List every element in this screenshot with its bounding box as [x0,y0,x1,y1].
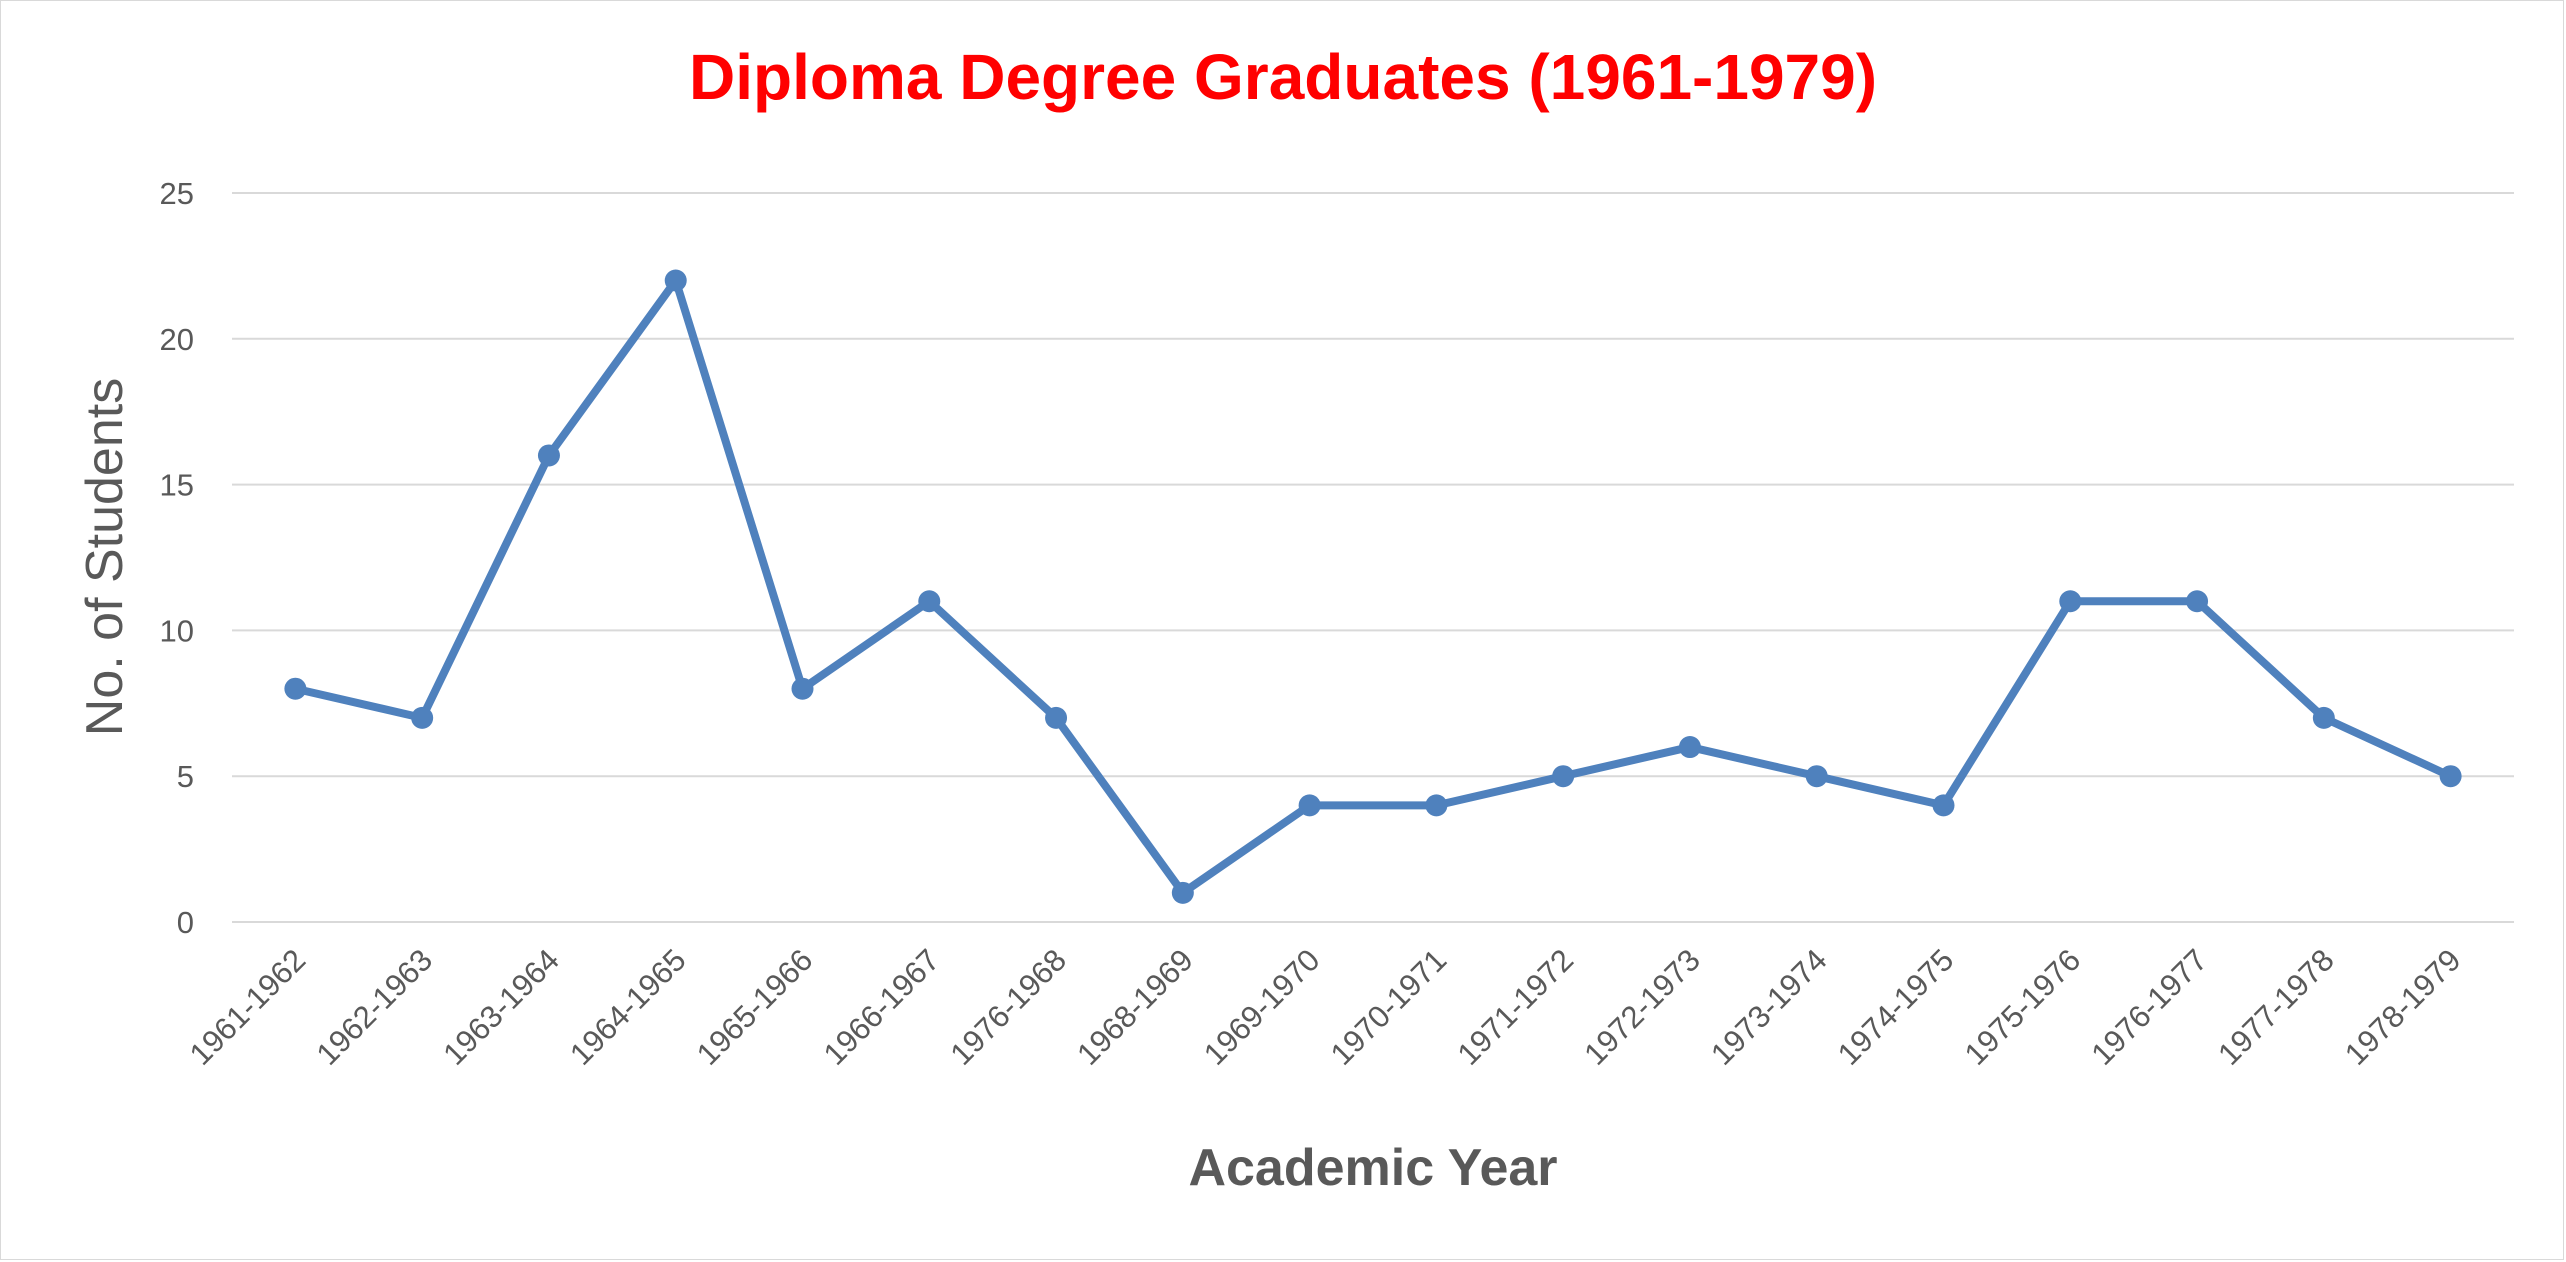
x-tick-label: 1970-1971 [1324,942,1454,1072]
data-point [664,269,687,292]
data-point [1552,765,1575,788]
x-tick-label: 1969-1970 [1197,942,1327,1072]
y-axis-title: No. of Students [76,378,134,736]
data-point [1805,765,1828,788]
x-tick-label: 1966-1967 [817,942,947,1072]
x-tick-label: 1976-1977 [2084,942,2214,1072]
y-tick-label: 20 [160,322,194,357]
data-point [1298,794,1321,817]
data-point [1425,794,1448,817]
data-point [1678,736,1701,759]
y-tick-label: 25 [160,176,194,211]
data-point [2059,590,2082,613]
y-tick-label: 15 [160,468,194,503]
x-tick-label: 1962-1963 [310,942,440,1072]
x-tick-label: 1965-1966 [690,942,820,1072]
y-tick-label: 5 [177,759,194,794]
gridlines [232,192,2514,923]
data-point [2186,590,2209,613]
data-point [1045,706,1068,729]
data-points [284,269,2462,904]
y-tick-label: 10 [160,613,194,648]
x-tick-label: 1974-1975 [1831,942,1961,1072]
x-tick-label: 1961-1962 [183,942,313,1072]
x-tick-label: 1971-1972 [1451,942,1581,1072]
x-tick-label: 1972-1973 [1577,942,1707,1072]
data-point [537,444,560,467]
data-point [2439,765,2462,788]
data-point [411,706,434,729]
x-tick-label: 1976-1968 [943,942,1073,1072]
x-tick-label: 1973-1974 [1704,942,1834,1072]
x-tick-label: 1963-1964 [436,942,566,1072]
chart-title: Diploma Degree Graduates (1961-1979) [688,41,1878,113]
x-tick-label: 1968-1969 [1070,942,1200,1072]
data-point [1932,794,1955,817]
x-axis-title: Academic Year [1188,1139,1557,1197]
x-tick-label: 1977-1978 [2211,942,2341,1072]
data-point [918,590,941,613]
y-axis-ticks: 0 5 10 15 20 25 [160,176,194,940]
x-axis-ticks: 1961-19621962-19631963-19641964-19651965… [183,942,2468,1072]
data-point [1171,881,1194,904]
x-tick-label: 1975-1976 [1958,942,2088,1072]
data-point [2312,706,2335,729]
x-tick-label: 1978-1979 [2338,942,2468,1072]
y-tick-label: 0 [177,905,194,940]
series-line-layer [291,276,2455,897]
series-line [291,276,2455,897]
data-point [284,677,307,700]
x-tick-label: 1964-1965 [563,942,693,1072]
data-point [791,677,814,700]
